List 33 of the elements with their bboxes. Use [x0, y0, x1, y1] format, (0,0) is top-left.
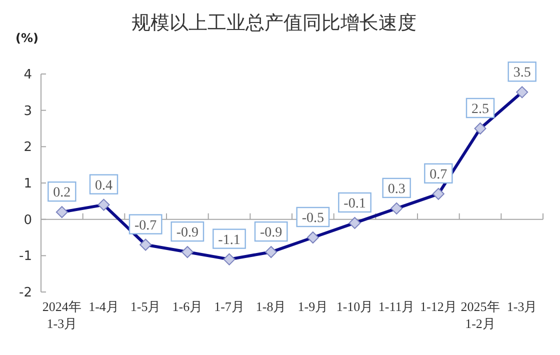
data-label: 0.4: [95, 178, 112, 194]
x-tick-label: 1-12月: [420, 299, 457, 314]
data-label: 3.5: [513, 66, 531, 81]
y-tick-label: 3: [24, 104, 32, 119]
x-tick-label: 1-3月: [506, 299, 538, 314]
data-label: 0.7: [430, 167, 448, 182]
data-label: -0.1: [344, 196, 366, 212]
data-label: -1.1: [218, 232, 240, 248]
y-axis-title: (%): [16, 31, 38, 45]
data-label: -0.9: [176, 226, 199, 241]
x-tick-label: 1-5月: [130, 299, 161, 314]
data-label: 2.5: [472, 102, 489, 117]
x-tick-label: 1-8月: [256, 299, 286, 314]
data-label: 0.2: [53, 186, 71, 201]
x-tick-label: 1-9月: [298, 299, 328, 314]
y-tick-label: -1: [19, 249, 32, 264]
x-tick-label: 2025年 1-2月: [460, 299, 500, 331]
x-tick-label: 1-7月: [214, 299, 244, 314]
x-tick-label: 1-10月: [336, 299, 374, 314]
y-tick-label: 2: [24, 140, 32, 156]
data-label: -0.9: [260, 226, 282, 241]
x-tick-label: 1-6月: [172, 299, 203, 314]
x-tick-label: 1-11月: [378, 299, 415, 314]
x-tick-label: 2024年 1-3月: [42, 299, 82, 331]
x-tick-label: 1-4月: [88, 299, 119, 314]
chart-title: 规模以上工业总产值同比增长速度: [132, 12, 416, 34]
data-label: -0.5: [302, 211, 324, 226]
y-tick-label: -2: [19, 286, 32, 300]
y-tick-label: 1: [24, 176, 32, 192]
y-tick-label: 0: [24, 212, 32, 228]
y-tick-label: 4: [24, 68, 32, 82]
data-label: 0.3: [388, 182, 406, 197]
data-label: -0.7: [134, 218, 157, 234]
